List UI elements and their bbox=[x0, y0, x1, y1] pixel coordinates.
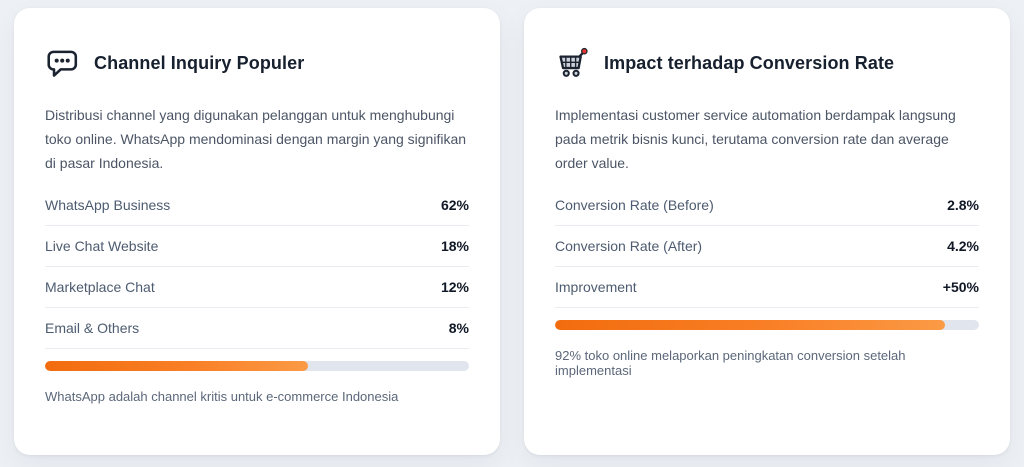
speech-balloon-icon bbox=[45, 46, 79, 80]
progress-fill bbox=[45, 361, 308, 371]
stat-label: Conversion Rate (After) bbox=[555, 238, 703, 254]
stat-label: Conversion Rate (Before) bbox=[555, 197, 714, 213]
stat-value: 12% bbox=[440, 279, 469, 295]
card-header: Channel Inquiry Populer bbox=[45, 46, 469, 80]
stat-label: Email & Others bbox=[45, 320, 140, 336]
progress-track bbox=[555, 320, 979, 330]
stat-rows: WhatsApp Business 62% Live Chat Website … bbox=[45, 185, 469, 349]
stat-row: Email & Others 8% bbox=[45, 308, 469, 349]
card-footnote: 92% toko online melaporkan peningkatan c… bbox=[555, 348, 906, 378]
stat-row: Marketplace Chat 12% bbox=[45, 267, 469, 308]
stat-value: +50% bbox=[942, 279, 979, 295]
card-description: Implementasi customer service automation… bbox=[555, 107, 956, 171]
stat-row: Improvement +50% bbox=[555, 267, 979, 308]
stat-value: 8% bbox=[448, 320, 469, 336]
stat-value: 4.2% bbox=[947, 238, 979, 254]
stat-row: Conversion Rate (Before) 2.8% bbox=[555, 185, 979, 226]
card-description: Distribusi channel yang digunakan pelang… bbox=[45, 107, 467, 171]
stat-label: Improvement bbox=[555, 279, 637, 295]
card-footnote: WhatsApp adalah channel kritis untuk e-c… bbox=[45, 389, 399, 404]
stat-row: Live Chat Website 18% bbox=[45, 226, 469, 267]
progress-track bbox=[45, 361, 469, 371]
card-title: Impact terhadap Conversion Rate bbox=[604, 52, 895, 73]
stat-label: Marketplace Chat bbox=[45, 279, 155, 295]
stat-label: WhatsApp Business bbox=[45, 197, 171, 213]
stat-value: 18% bbox=[440, 238, 469, 254]
conversion-impact-card: Impact terhadap Conversion Rate Implemen… bbox=[524, 8, 1010, 455]
channel-inquiry-card: Channel Inquiry Populer Distribusi chann… bbox=[14, 8, 500, 455]
stat-rows: Conversion Rate (Before) 2.8% Conversion… bbox=[555, 185, 979, 308]
stat-label: Live Chat Website bbox=[45, 238, 159, 254]
card-header: Impact terhadap Conversion Rate bbox=[555, 46, 979, 80]
progress-fill bbox=[555, 320, 946, 330]
card-title: Channel Inquiry Populer bbox=[94, 52, 305, 73]
stat-row: Conversion Rate (After) 4.2% bbox=[555, 226, 979, 267]
shopping-cart-icon bbox=[555, 46, 589, 80]
stat-value: 2.8% bbox=[947, 197, 979, 213]
stat-value: 62% bbox=[440, 197, 469, 213]
stat-row: WhatsApp Business 62% bbox=[45, 185, 469, 226]
